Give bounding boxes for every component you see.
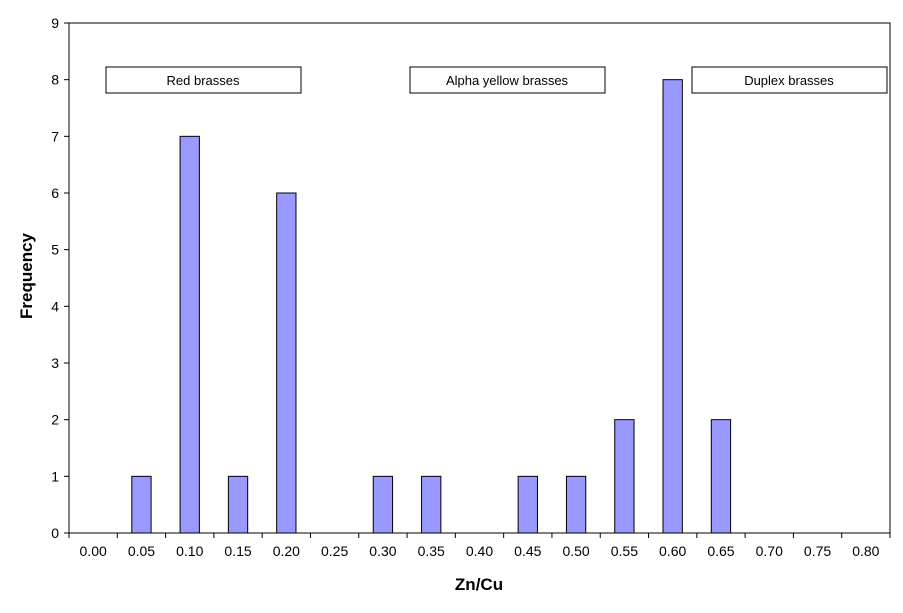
x-tick-label: 0.40 <box>466 543 493 559</box>
region-label-alpha-yellow-brasses: Alpha yellow brasses <box>446 73 569 88</box>
x-tick-label: 0.70 <box>756 543 783 559</box>
bar <box>276 192 297 534</box>
bar <box>710 419 732 534</box>
y-tick-label: 7 <box>51 128 59 144</box>
x-tick-label: 0.10 <box>176 543 203 559</box>
bar <box>662 79 683 534</box>
x-tick-label: 0.20 <box>273 543 300 559</box>
y-tick-label: 0 <box>51 525 59 541</box>
x-tick-label: 0.55 <box>611 543 638 559</box>
y-tick-label: 4 <box>51 298 59 314</box>
region-label-red-brasses: Red brasses <box>167 73 240 88</box>
y-tick-label: 1 <box>51 468 59 484</box>
region-label-duplex-brasses: Duplex brasses <box>744 73 834 88</box>
x-tick-label: 0.80 <box>852 543 879 559</box>
bar <box>372 475 394 534</box>
x-tick-label: 0.75 <box>804 543 831 559</box>
y-tick-label: 8 <box>51 72 59 88</box>
x-axis-ticks <box>68 533 891 538</box>
y-tick-label: 3 <box>51 355 59 371</box>
x-tick-label: 0.25 <box>321 543 348 559</box>
bar <box>227 475 249 534</box>
x-axis-title: Zn/Cu <box>455 575 503 594</box>
region-box-duplex-brasses: Duplex brasses <box>691 66 888 94</box>
x-tick-label: 0.65 <box>707 543 734 559</box>
y-tick-label: 9 <box>51 15 59 31</box>
bar <box>179 135 200 534</box>
bar <box>421 475 442 534</box>
x-tick-label: 0.35 <box>418 543 445 559</box>
y-axis-ticks <box>64 22 69 534</box>
x-tick-label: 0.60 <box>659 543 686 559</box>
plot-area <box>68 22 891 534</box>
bars <box>131 79 732 534</box>
x-tick-label: 0.50 <box>562 543 589 559</box>
x-tick-label: 0.15 <box>224 543 251 559</box>
region-box-alpha-yellow-brasses: Alpha yellow brasses <box>409 66 606 94</box>
x-tick-label: 0.45 <box>514 543 541 559</box>
y-axis-title: Frequency <box>17 232 36 319</box>
y-tick-label: 5 <box>51 242 59 258</box>
region-box-red-brasses: Red brasses <box>105 66 302 94</box>
x-tick-label: 0.00 <box>80 543 107 559</box>
bar <box>614 419 635 534</box>
bar <box>565 475 587 534</box>
bar <box>517 475 538 534</box>
y-tick-label: 2 <box>51 412 59 428</box>
x-tick-label: 0.30 <box>369 543 396 559</box>
x-tick-label: 0.05 <box>128 543 155 559</box>
y-axis-tick-labels: 0 1 2 3 4 5 6 7 8 9 <box>51 15 59 541</box>
x-axis-tick-labels: 0.00 0.05 0.10 0.15 0.20 0.25 0.30 0.35 0.40 0.45… <box>80 543 880 559</box>
bar <box>131 475 152 534</box>
y-tick-label: 6 <box>51 185 59 201</box>
